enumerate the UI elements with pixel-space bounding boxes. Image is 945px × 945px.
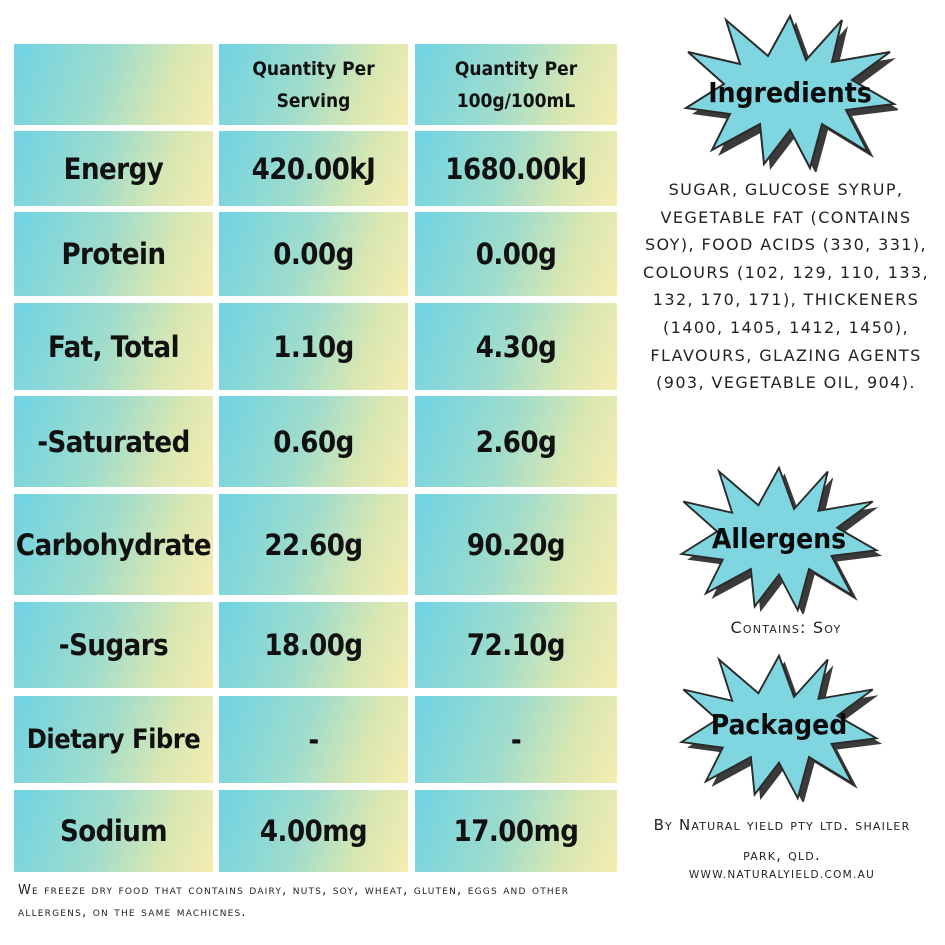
ingredients-burst: Ingredients (682, 12, 900, 174)
header-per-100g: Quantity Per 100g/100mL (415, 44, 617, 125)
sodium-per100: 17.00mg (415, 790, 617, 872)
energy-serving: 420.00kJ (219, 131, 408, 206)
header-blank (14, 44, 213, 125)
allergens-text: Contains: Soy (730, 618, 842, 637)
row-label-saturated: -Saturated (14, 396, 213, 487)
allergen-footnote: We freeze dry food that contains dairy, … (18, 883, 570, 920)
dietary-fibre-serving: - (219, 696, 408, 783)
protein-per100: 0.00g (415, 212, 617, 296)
sodium-serving: 4.00mg (219, 790, 408, 872)
website-url: WWW.NATURALYIELD.COM.AU (688, 869, 876, 881)
allergens-title: Allergens (711, 522, 847, 555)
saturated-per100: 2.60g (415, 396, 617, 487)
allergens-burst: Allergens (676, 464, 883, 616)
fat-total-per100: 4.30g (415, 303, 617, 390)
burst-star-icon (683, 13, 900, 174)
sugars-per100: 72.10g (415, 602, 617, 688)
ingredients-text: SUGAR, GLUCOSE SYRUP, VEGETABLE FAT (CON… (643, 180, 929, 393)
energy-per100: 1680.00kJ (415, 131, 617, 206)
fat-total-serving: 1.10g (219, 303, 408, 390)
row-label-sodium: Sodium (14, 790, 213, 872)
packaged-text: By Natural yield pty ltd. shailer park, … (653, 816, 911, 864)
protein-serving: 0.00g (219, 212, 408, 296)
header-per-serving: Quantity Per Serving (219, 44, 408, 125)
row-label-carbohydrate: Carbohydrate (14, 494, 213, 595)
saturated-serving: 0.60g (219, 396, 408, 487)
dietary-fibre-per100: - (415, 696, 617, 783)
carbohydrate-per100: 90.20g (415, 494, 617, 595)
row-label-energy: Energy (14, 131, 213, 206)
packaged-burst: Packaged (676, 652, 883, 804)
row-label-dietary-fibre: Dietary Fibre (14, 696, 213, 783)
sugars-serving: 18.00g (219, 602, 408, 688)
row-label-protein: Protein (14, 212, 213, 296)
packaged-title: Packaged (710, 708, 848, 741)
burst-star-icon (678, 653, 883, 804)
burst-star-icon (678, 465, 883, 616)
carbohydrate-serving: 22.60g (219, 494, 408, 595)
row-label-sugars: -Sugars (14, 602, 213, 688)
ingredients-title: Ingredients (708, 76, 872, 109)
row-label-fat-total: Fat, Total (14, 303, 213, 390)
